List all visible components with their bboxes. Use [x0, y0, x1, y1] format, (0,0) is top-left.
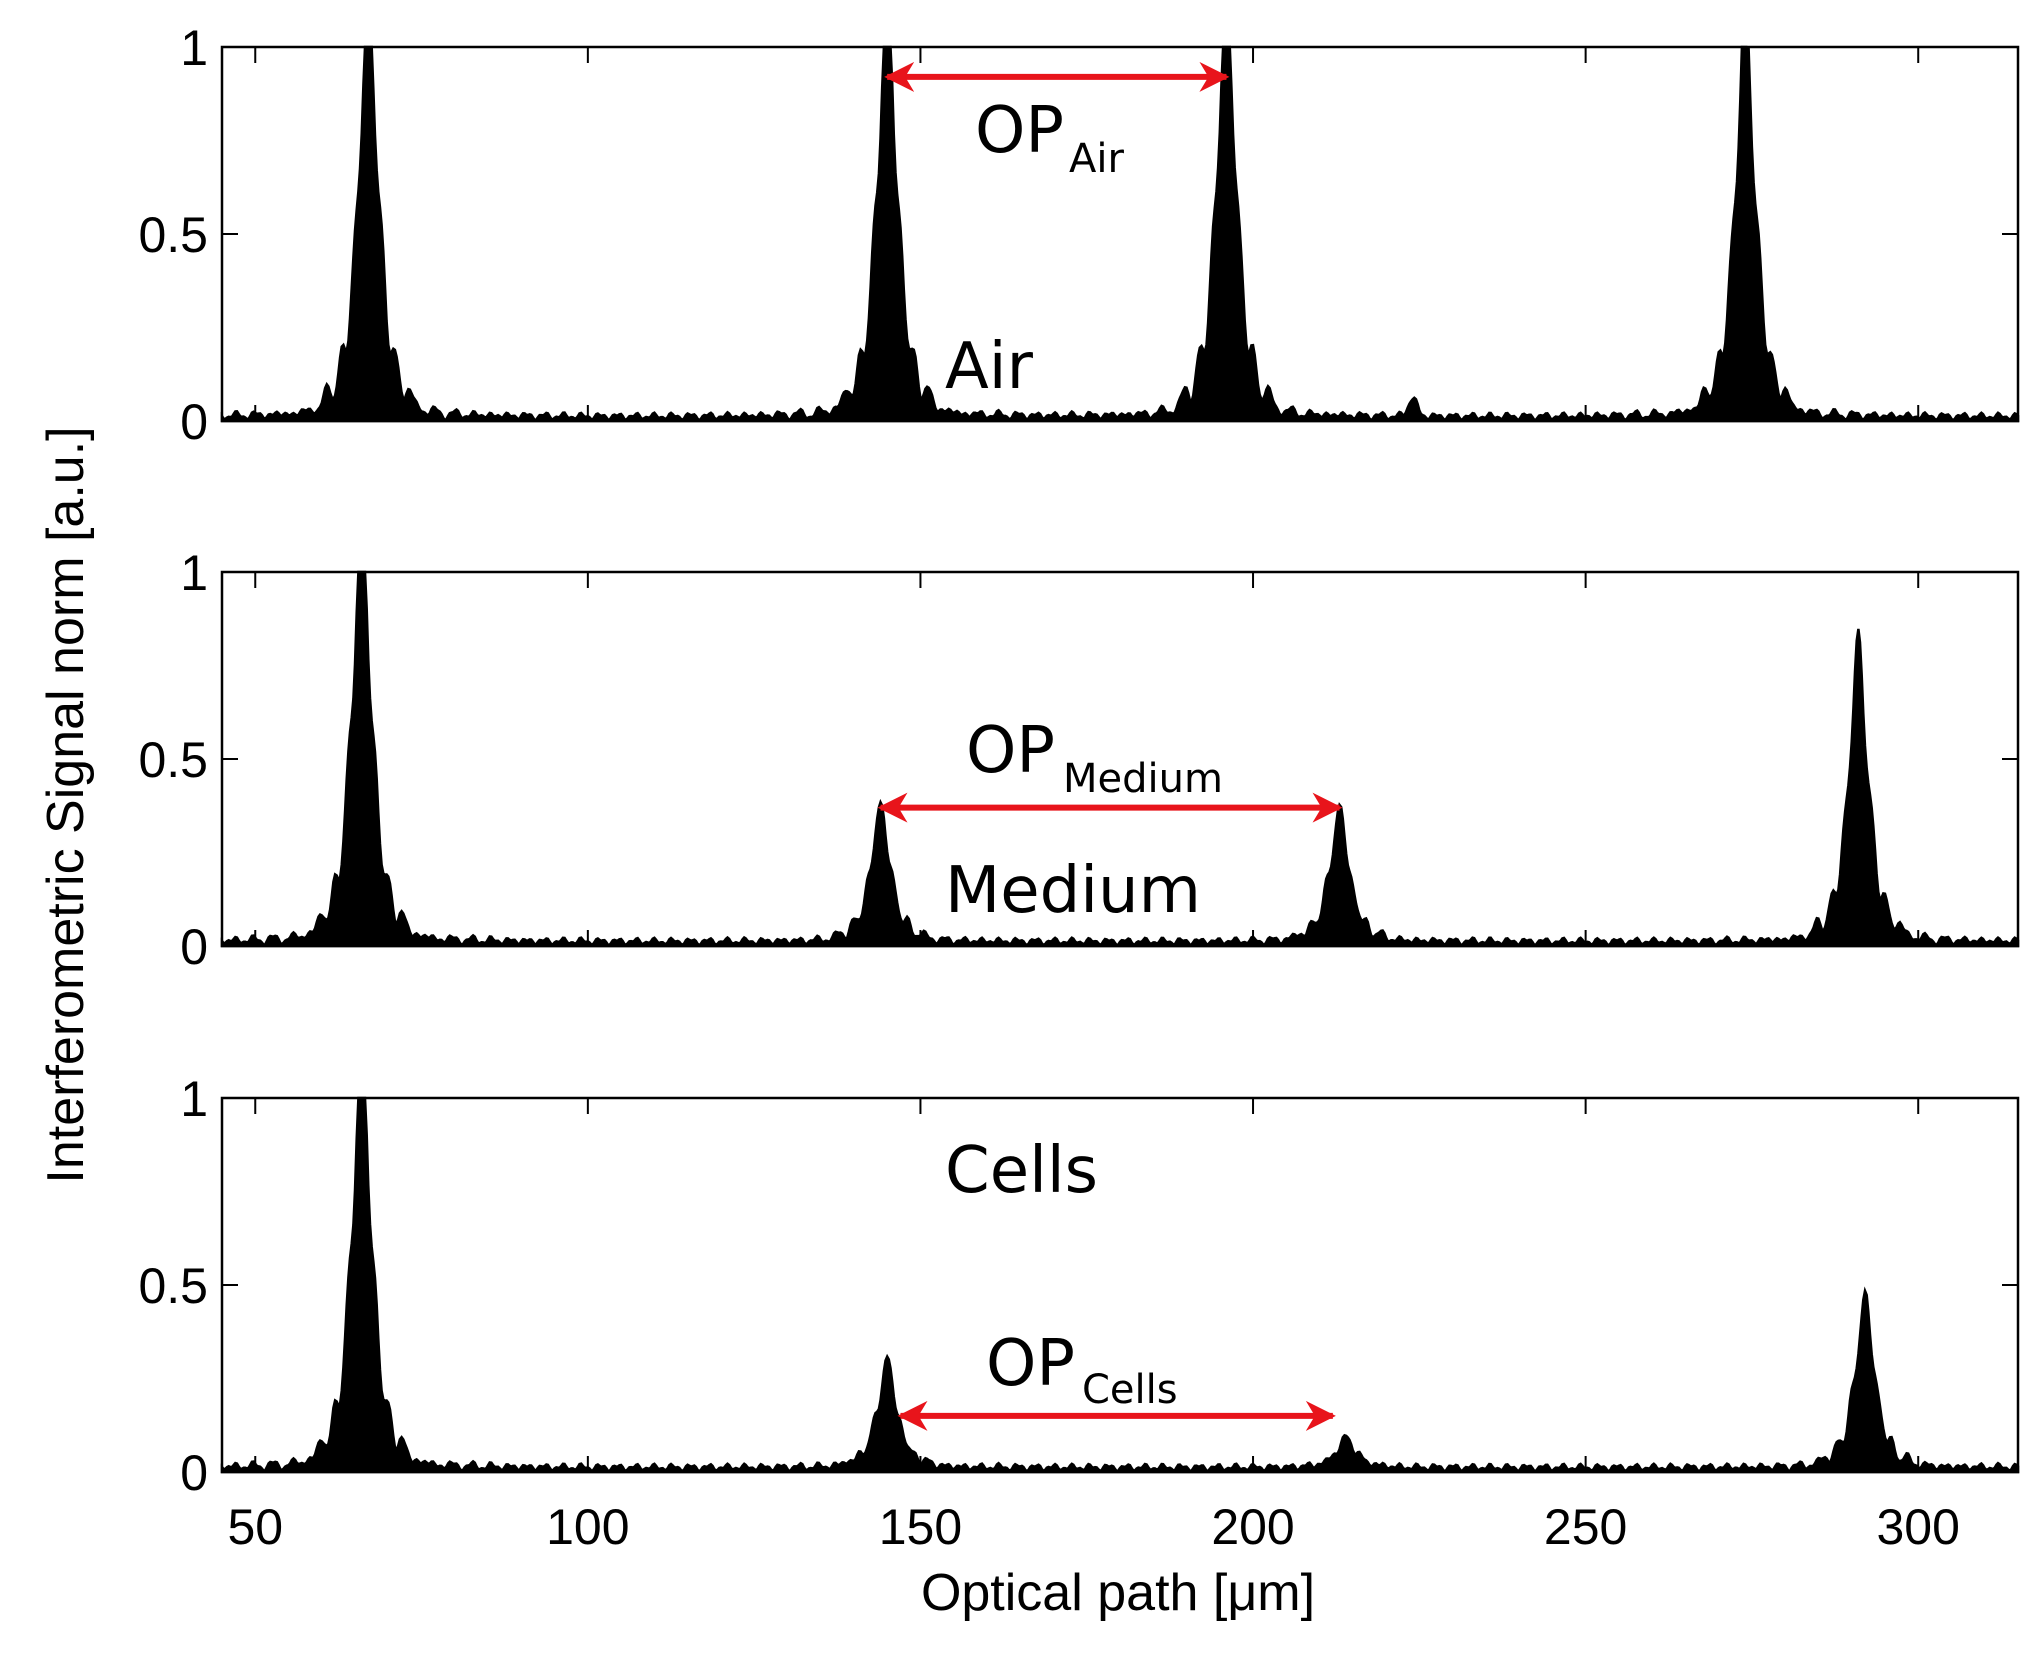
signal-trace	[220, 1096, 2020, 1474]
panel-label: Cells	[945, 1134, 1098, 1208]
y-tick-label: 1	[180, 20, 208, 76]
signal-trace	[220, 570, 2020, 948]
y-tick-label: 0	[180, 1445, 208, 1501]
y-tick-label: 0	[180, 394, 208, 450]
op-subscript: Air	[1069, 136, 1124, 182]
x-tick-label: 300	[1877, 1499, 1960, 1555]
y-tick-label: 0.5	[138, 207, 208, 263]
y-tick-label: 1	[180, 545, 208, 601]
x-tick-label: 200	[1211, 1499, 1294, 1555]
y-tick-label: 0.5	[138, 732, 208, 788]
x-tick-label: 100	[546, 1499, 629, 1555]
panel-label: Air	[945, 330, 1034, 404]
panel-label: Medium	[945, 854, 1201, 928]
y-tick-label: 0.5	[138, 1258, 208, 1314]
op-label: OP	[986, 1327, 1075, 1401]
op-subscript: Medium	[1063, 756, 1223, 802]
signal-trace	[220, 45, 2020, 423]
x-axis-title: Optical path [μm]	[921, 1564, 1315, 1622]
y-tick-label: 1	[180, 1071, 208, 1127]
x-tick-label: 250	[1544, 1499, 1627, 1555]
x-tick-label: 150	[879, 1499, 962, 1555]
op-label: OP	[975, 94, 1064, 168]
op-label: OP	[966, 714, 1055, 788]
y-tick-label: 0	[180, 919, 208, 975]
y-axis-title: Interferometric Signal norm [a.u.]	[37, 426, 95, 1183]
op-subscript: Cells	[1082, 1367, 1178, 1413]
x-tick-label: 50	[227, 1499, 283, 1555]
